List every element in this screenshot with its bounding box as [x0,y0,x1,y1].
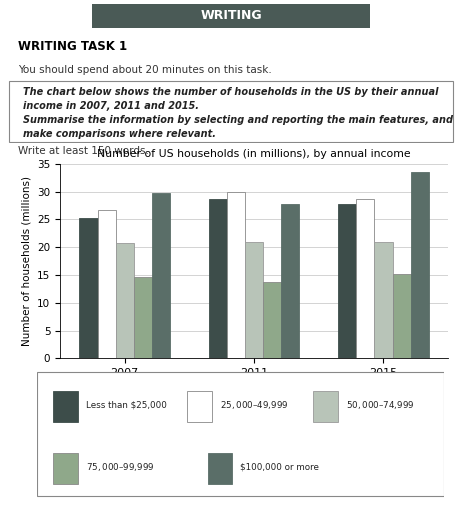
FancyBboxPatch shape [9,81,453,142]
Text: $25,000–$49,999: $25,000–$49,999 [220,399,289,411]
FancyBboxPatch shape [313,391,338,421]
Bar [116,243,134,358]
Bar [152,194,170,358]
FancyBboxPatch shape [208,454,232,484]
Text: make comparisons where relevant.: make comparisons where relevant. [23,129,216,139]
Bar [97,210,116,358]
Text: Write at least 150 words.: Write at least 150 words. [18,146,149,156]
Text: income in 2007, 2011 and 2015.: income in 2007, 2011 and 2015. [23,100,199,111]
Bar [411,172,429,358]
Bar [209,199,227,358]
X-axis label: Year: Year [242,383,267,397]
FancyBboxPatch shape [37,372,444,496]
Text: Summarise the information by selecting and reporting the main features, and: Summarise the information by selecting a… [23,115,453,125]
Bar [281,204,299,358]
Bar [356,199,374,358]
FancyBboxPatch shape [53,391,78,421]
Text: The chart below shows the number of households in the US by their annual: The chart below shows the number of hous… [23,87,438,97]
Bar [374,242,393,358]
Text: $50,000–$74,999: $50,000–$74,999 [346,399,414,411]
Bar [338,204,356,358]
Text: $100,000 or more: $100,000 or more [240,463,319,472]
Text: $75,000–$99,999: $75,000–$99,999 [86,461,154,473]
Text: Less than $25,000: Less than $25,000 [86,400,167,410]
Bar [263,282,281,358]
Text: WRITING: WRITING [200,9,262,23]
Y-axis label: Number of households (millions): Number of households (millions) [22,176,31,346]
Bar [227,191,245,358]
Title: Number of US households (in millions), by annual income: Number of US households (in millions), b… [97,149,411,159]
FancyBboxPatch shape [188,391,212,421]
FancyBboxPatch shape [53,454,78,484]
Text: You should spend about 20 minutes on this task.: You should spend about 20 minutes on thi… [18,65,272,75]
Bar [245,242,263,358]
Text: WRITING TASK 1: WRITING TASK 1 [18,40,128,53]
Bar [393,274,411,358]
Bar [79,218,97,358]
Bar [134,277,152,358]
